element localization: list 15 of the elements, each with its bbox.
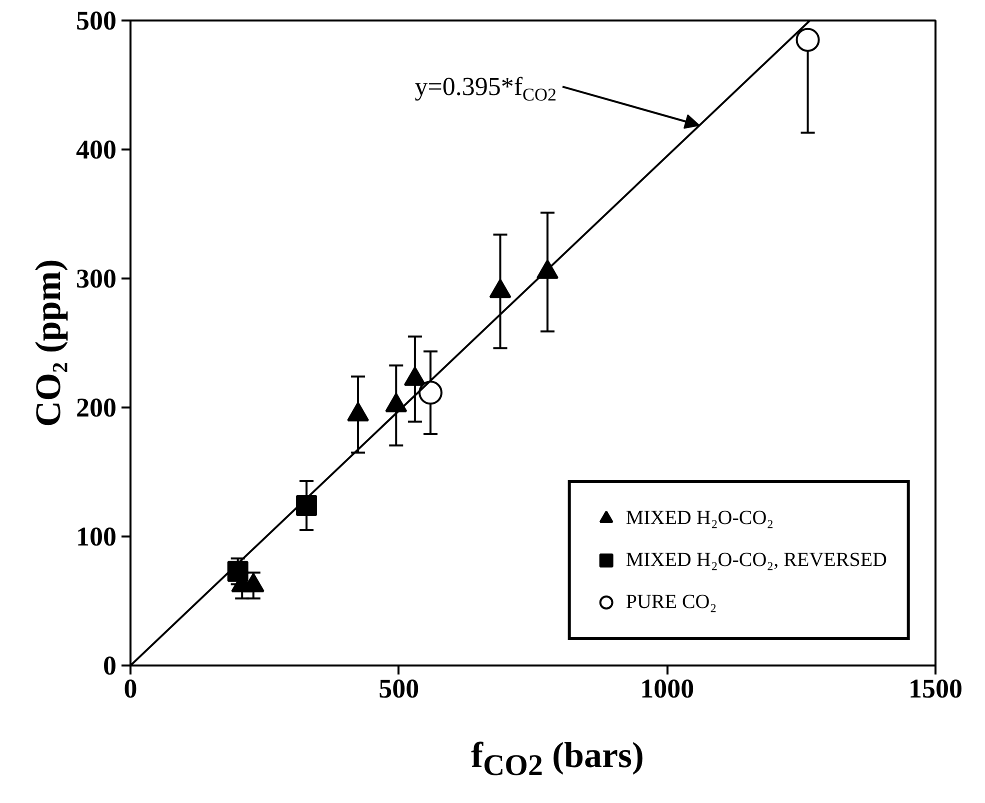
x-tick-label: 1000 [640,674,694,704]
x-tick-label: 1500 [908,674,962,704]
y-tick-label: 100 [76,522,116,552]
y-tick-label: 500 [76,6,116,36]
x-tick-label: 500 [378,674,420,704]
x-axis-title: f$_{CO2}$ (bars) [471,734,644,784]
y-tick-label: 400 [76,134,116,164]
y-tick-label: 200 [76,392,116,422]
legend-label: MIXED H₂O-CO₂ [626,506,774,530]
y-axis-title: CO₂ (ppm) [28,259,68,427]
y-tick-label: 300 [76,264,116,294]
legend-label: PURE CO₂ [626,590,717,614]
x-tick-label: 0 [124,674,138,704]
legend-label: MIXED H₂O-CO₂, REVERSED [626,548,887,572]
y-tick-label: 0 [103,650,116,680]
